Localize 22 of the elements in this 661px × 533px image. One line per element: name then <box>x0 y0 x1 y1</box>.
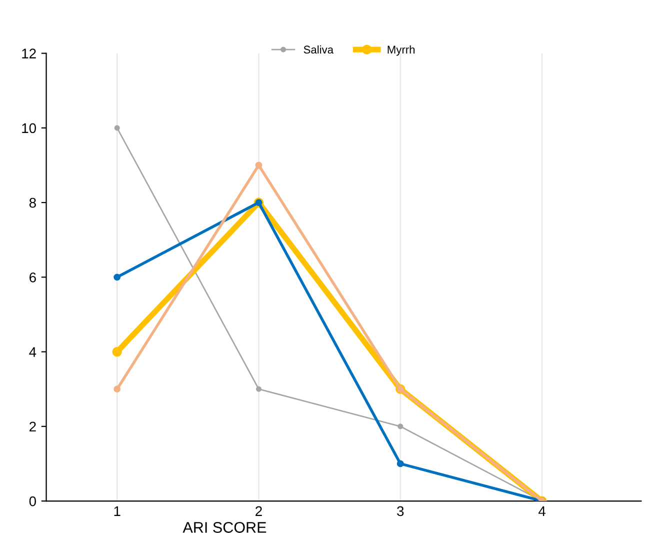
x-axis-title: ARI SCORE <box>182 522 266 533</box>
legend-label: Saliva <box>304 45 334 54</box>
point <box>255 162 262 169</box>
x-tick-label: 3 <box>397 506 404 516</box>
point <box>112 346 122 357</box>
x-tick-label: 1 <box>114 506 120 516</box>
x-tick-label: 2 <box>256 506 262 516</box>
point <box>396 460 404 468</box>
point <box>114 386 121 393</box>
y-tick-label: 4 <box>29 347 36 357</box>
x-tick-label: 4 <box>538 506 546 516</box>
legend-label: Myrrh <box>388 45 415 56</box>
point <box>114 274 121 281</box>
y-tick-label: 2 <box>30 422 36 432</box>
y-tick-label: 6 <box>30 272 36 282</box>
y-tick-label: 0 <box>29 496 36 506</box>
point <box>114 125 120 131</box>
y-tick-label: 10 <box>22 123 36 134</box>
y-tick-label: 12 <box>22 48 36 58</box>
point <box>256 386 262 392</box>
point <box>398 424 404 430</box>
y-tick-label: 8 <box>29 198 36 208</box>
